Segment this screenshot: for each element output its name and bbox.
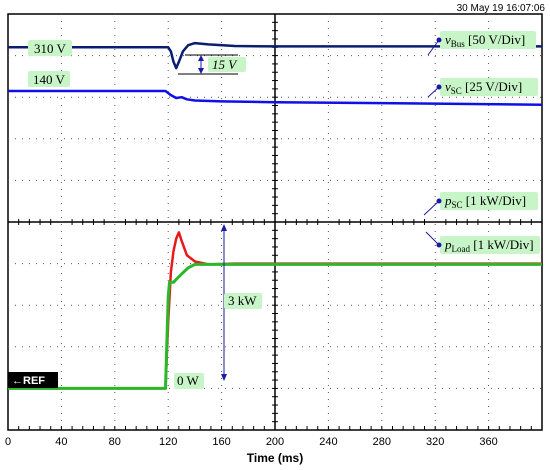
x-tick-label: 240 [319, 436, 337, 448]
svg-text:vSC [25 V/Div]: vSC [25 V/Div] [445, 79, 522, 96]
v-sc-signal-label: vSC [25 V/Div] [427, 78, 538, 98]
p-sc-signal-label: pSC [1 kW/Div] [423, 192, 538, 216]
x-tick-label: 80 [109, 436, 121, 448]
x-tick-label: 40 [55, 436, 67, 448]
series-pload-line [8, 262, 542, 390]
series-vsc-line [8, 89, 543, 106]
x-tick-label: 200 [266, 436, 284, 448]
v-bus-level-label: 310 V [34, 41, 67, 56]
p-load-signal-label: pLoad [1 kW/Div] [425, 231, 540, 254]
x-tick-label: 320 [426, 436, 444, 448]
plot-traces [8, 41, 543, 390]
x-tick-label: 360 [479, 436, 497, 448]
timestamp: 30 May 19 16:07:06 [457, 3, 546, 14]
step-annotation: 3 kW [221, 224, 262, 381]
svg-text:pSC [1 kW/Div]: pSC [1 kW/Div] [444, 193, 526, 210]
svg-text:pLoad [1 kW/Div]: pLoad [1 kW/Div] [444, 237, 534, 254]
ref-marker-label: ←REF [12, 375, 45, 387]
dip-label: 15 V [212, 57, 238, 72]
v-bus-level-bg [28, 40, 72, 56]
v-bus-signal-label: vBus [50 V/Div] [427, 31, 536, 56]
x-tick-labels: 0 40 80 120 160 200 240 280 320 360 [5, 436, 498, 448]
x-tick-label: 0 [5, 436, 11, 448]
series-vbus-line [8, 41, 542, 70]
x-tick-label: 120 [159, 436, 177, 448]
step-label: 3 kW [228, 293, 257, 308]
svg-text:vBus [50 V/Div]: vBus [50 V/Div] [445, 32, 525, 49]
v-sc-level-label: 140 V [33, 72, 66, 87]
dip-annotation: 15 V [178, 54, 246, 75]
x-tick-label: 280 [373, 436, 391, 448]
zero-power-bg [174, 373, 204, 389]
v-sc-level-bg [28, 71, 70, 87]
ref-marker: ←REF [8, 372, 58, 388]
x-axis-label: Time (ms) [247, 451, 303, 465]
zero-power-label: 0 W [177, 373, 200, 388]
x-tick-label: 160 [212, 436, 230, 448]
plot-grid [7, 13, 543, 431]
